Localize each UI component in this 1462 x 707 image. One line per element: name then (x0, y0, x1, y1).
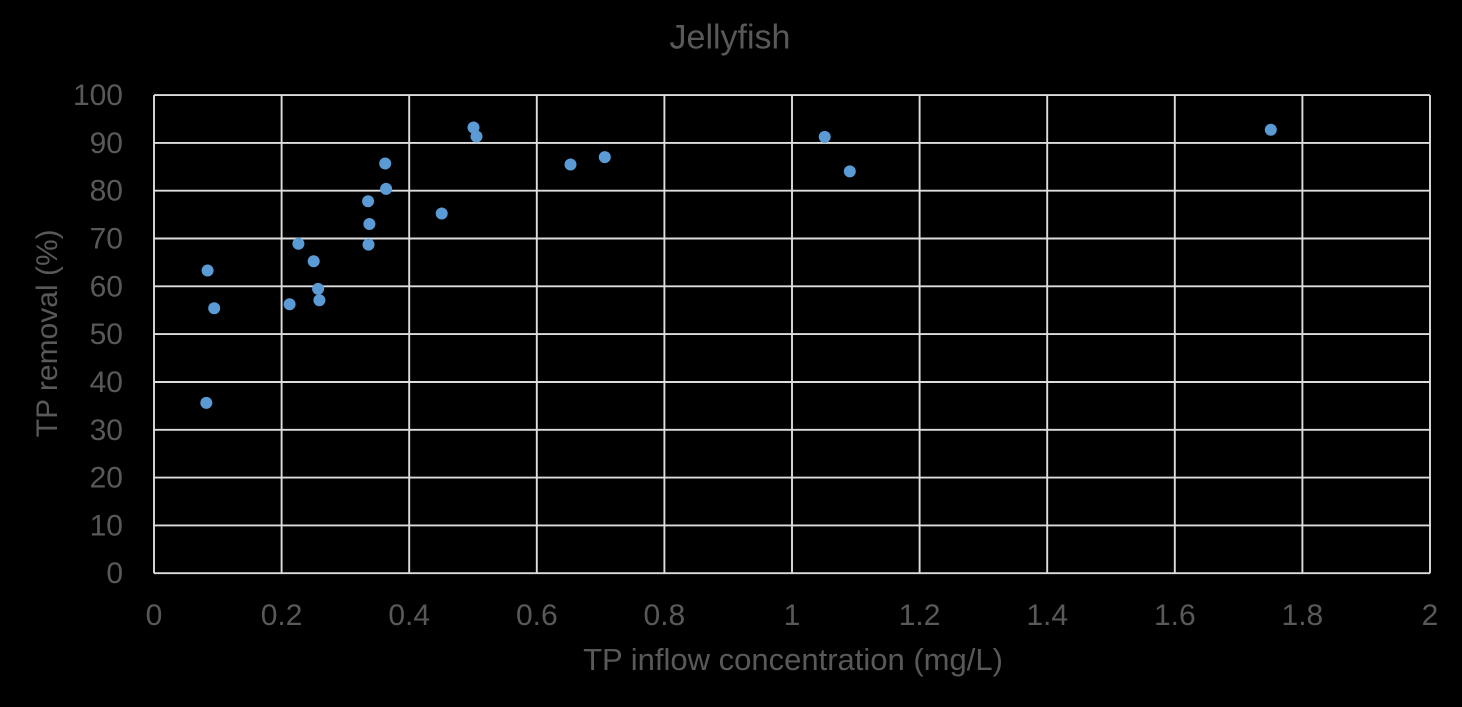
svg-text:0.8: 0.8 (644, 599, 686, 632)
svg-text:30: 30 (90, 414, 123, 447)
svg-text:1.6: 1.6 (1154, 599, 1196, 632)
svg-text:100: 100 (73, 79, 123, 112)
svg-text:10: 10 (90, 509, 123, 542)
svg-text:1.8: 1.8 (1282, 599, 1324, 632)
svg-text:0: 0 (106, 557, 123, 590)
svg-text:60: 60 (90, 270, 123, 303)
svg-text:TP removal (%): TP removal (%) (31, 229, 64, 437)
svg-text:1.4: 1.4 (1026, 599, 1068, 632)
svg-text:2: 2 (1422, 599, 1439, 632)
svg-text:40: 40 (90, 366, 123, 399)
svg-text:80: 80 (90, 175, 123, 208)
svg-text:90: 90 (90, 127, 123, 160)
svg-text:70: 70 (90, 223, 123, 256)
svg-text:TP inflow concentration (mg/L): TP inflow concentration (mg/L) (583, 642, 1003, 677)
svg-text:0: 0 (146, 599, 163, 632)
svg-text:20: 20 (90, 462, 123, 495)
svg-text:0.4: 0.4 (388, 599, 430, 632)
svg-text:0.6: 0.6 (516, 599, 558, 632)
svg-text:1: 1 (784, 599, 801, 632)
svg-text:1.2: 1.2 (899, 599, 941, 632)
svg-text:Jellyfish: Jellyfish (670, 19, 791, 57)
svg-text:50: 50 (90, 318, 123, 351)
svg-text:0.2: 0.2 (261, 599, 303, 632)
